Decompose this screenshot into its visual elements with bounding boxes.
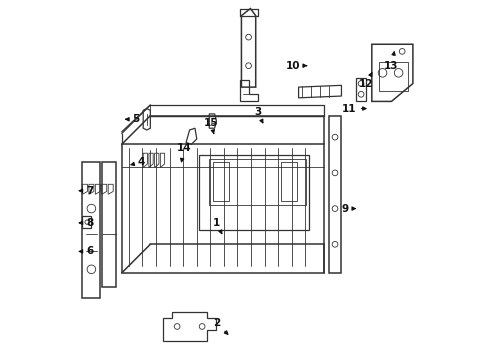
Text: 10: 10 (286, 61, 306, 71)
Text: 9: 9 (342, 203, 355, 213)
Text: 15: 15 (204, 118, 219, 134)
Text: 7: 7 (79, 186, 93, 196)
Text: 8: 8 (79, 218, 93, 228)
Text: 14: 14 (177, 143, 192, 162)
Text: 4: 4 (131, 157, 145, 167)
Text: 3: 3 (254, 107, 263, 123)
Text: 6: 6 (79, 247, 93, 256)
Text: 1: 1 (213, 218, 222, 234)
Text: 2: 2 (213, 318, 228, 334)
Text: 13: 13 (384, 52, 399, 71)
Text: 11: 11 (342, 104, 366, 113)
Text: 12: 12 (359, 73, 374, 89)
Text: 5: 5 (126, 114, 140, 124)
